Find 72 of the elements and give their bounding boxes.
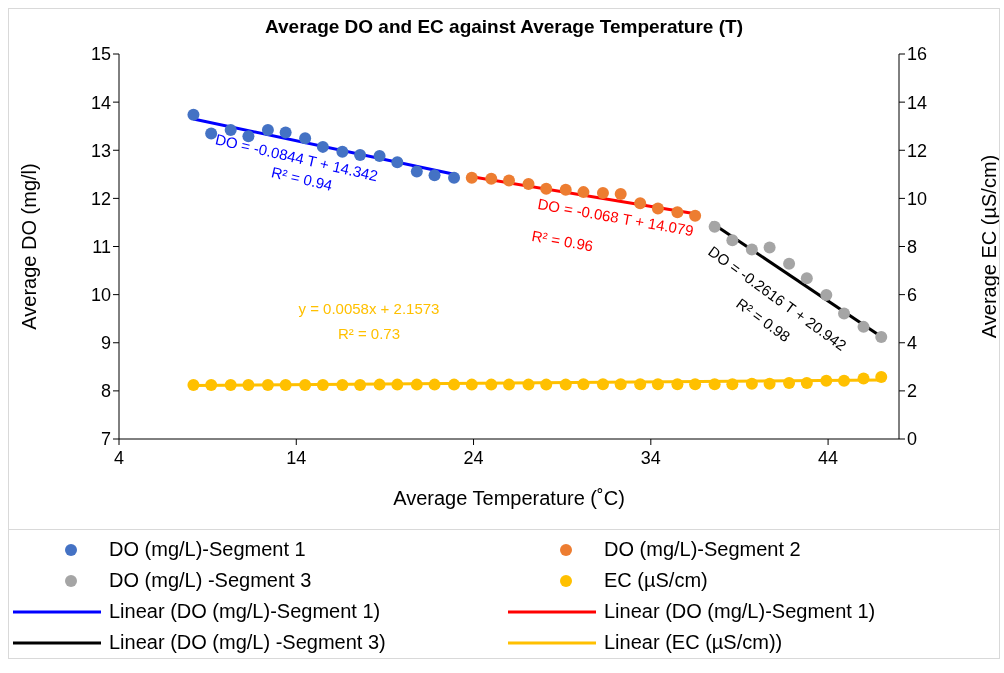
point <box>428 169 441 182</box>
point <box>820 289 833 302</box>
point <box>540 182 553 195</box>
point <box>354 149 367 162</box>
legend-label: Linear (EC (µS/cm)) <box>604 631 783 654</box>
y2-tick-label: 8 <box>907 236 918 257</box>
point <box>651 202 664 215</box>
y2-tick-label: 14 <box>907 92 928 113</box>
chart-title: Average DO and EC against Average Temperature (T) <box>265 16 743 37</box>
point <box>299 132 312 145</box>
point <box>261 124 274 137</box>
y2-tick-label: 2 <box>907 381 918 402</box>
y-tick-label: 10 <box>90 285 111 306</box>
point <box>373 150 386 163</box>
y-tick-label: 14 <box>90 92 111 113</box>
point <box>448 171 461 184</box>
annotation: R² = 0.96 <box>530 226 595 255</box>
point <box>875 330 888 343</box>
point <box>596 187 609 200</box>
y-tick-label: 9 <box>100 333 111 354</box>
y-tick-label: 7 <box>100 429 111 450</box>
x-axis-title: Average Temperature (˚C) <box>393 487 625 509</box>
y-tick-label: 12 <box>90 188 111 209</box>
y2-tick-label: 4 <box>907 333 918 354</box>
y-axis-title: Average DO (mg/l) <box>18 163 41 330</box>
y-tick-label: 15 <box>90 44 111 65</box>
point <box>316 140 329 153</box>
x-tick-label: 24 <box>463 447 484 468</box>
legend-label: EC (µS/cm) <box>604 569 708 592</box>
point <box>391 156 404 169</box>
point <box>503 174 515 187</box>
x-tick-label: 34 <box>640 447 661 468</box>
point <box>763 241 776 254</box>
point <box>857 320 870 333</box>
legend-label: Linear (DO (mg/L) -Segment 3) <box>109 631 386 654</box>
x-tick-label: 14 <box>286 447 307 468</box>
point <box>800 272 813 285</box>
legend-label: DO (mg/L) -Segment 3 <box>109 569 312 592</box>
point <box>726 234 739 247</box>
legend-label: DO (mg/L)-Segment 1 <box>109 538 306 561</box>
point <box>522 177 535 190</box>
point <box>279 126 292 139</box>
point <box>634 197 647 210</box>
y2-tick-label: 16 <box>907 44 928 65</box>
point <box>465 171 478 184</box>
point <box>745 243 758 256</box>
x-tick-label: 4 <box>113 447 125 468</box>
point <box>708 220 721 233</box>
point <box>187 108 200 121</box>
y-tick-label: 11 <box>92 236 111 257</box>
y2-tick-label: 10 <box>907 188 928 209</box>
legend-label: DO (mg/L)-Segment 2 <box>604 538 801 561</box>
point <box>614 188 627 201</box>
annotation: R² = 0.73 <box>337 325 401 343</box>
legend-label: Linear (DO (mg/L)-Segment 1) <box>604 600 876 623</box>
y2-tick-label: 0 <box>907 429 918 450</box>
point <box>205 127 218 140</box>
x-tick-label: 44 <box>818 447 839 468</box>
point <box>671 206 684 219</box>
point <box>485 172 498 185</box>
point <box>559 183 572 196</box>
annotation: y = 0.0058x + 2.1573 <box>298 300 440 318</box>
point <box>336 145 349 158</box>
point <box>410 165 423 178</box>
y2-tick-label: 6 <box>907 285 918 306</box>
y-tick-label: 13 <box>90 140 111 161</box>
y2-tick-label: 12 <box>907 140 928 161</box>
y-tick-label: 8 <box>100 381 111 402</box>
legend-label: Linear (DO (mg/L)-Segment 1) <box>109 600 381 623</box>
point <box>242 130 255 143</box>
point <box>783 257 796 270</box>
point <box>577 186 590 199</box>
